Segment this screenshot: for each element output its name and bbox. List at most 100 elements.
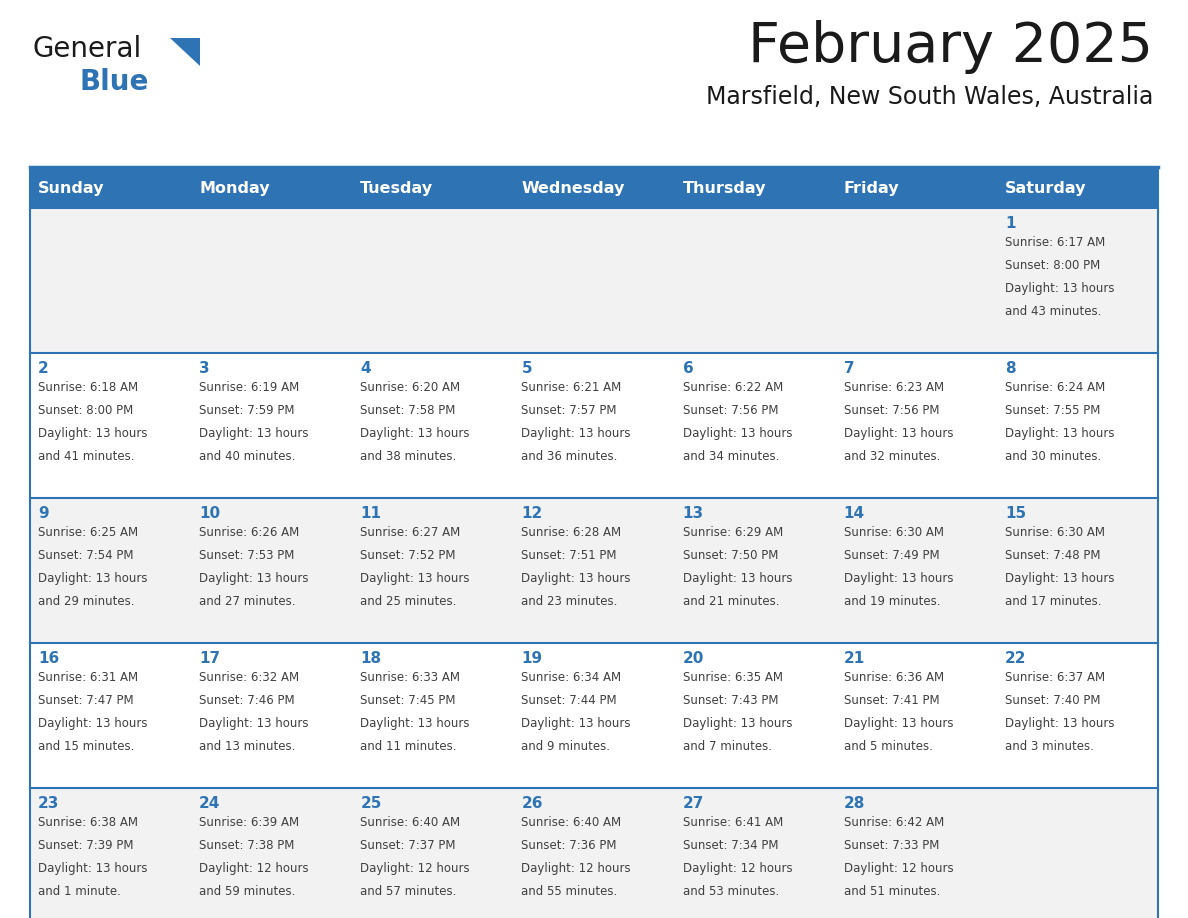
Text: Daylight: 12 hours: Daylight: 12 hours — [683, 862, 792, 875]
Text: Sunrise: 6:29 AM: Sunrise: 6:29 AM — [683, 526, 783, 539]
Text: Sunset: 7:48 PM: Sunset: 7:48 PM — [1005, 549, 1100, 562]
Text: and 11 minutes.: and 11 minutes. — [360, 740, 456, 753]
Text: 12: 12 — [522, 506, 543, 521]
Text: Sunrise: 6:21 AM: Sunrise: 6:21 AM — [522, 381, 621, 394]
Bar — [30, 170, 1158, 208]
Text: Sunset: 7:51 PM: Sunset: 7:51 PM — [522, 549, 617, 562]
Text: and 19 minutes.: and 19 minutes. — [843, 595, 940, 608]
Text: Sunset: 7:45 PM: Sunset: 7:45 PM — [360, 694, 456, 707]
Text: Sunset: 7:38 PM: Sunset: 7:38 PM — [200, 839, 295, 852]
Text: Sunset: 8:00 PM: Sunset: 8:00 PM — [1005, 259, 1100, 272]
Text: Sunset: 7:39 PM: Sunset: 7:39 PM — [38, 839, 133, 852]
Text: 9: 9 — [38, 506, 49, 521]
Text: Sunrise: 6:24 AM: Sunrise: 6:24 AM — [1005, 381, 1105, 394]
Bar — [30, 353, 1158, 498]
Text: 26: 26 — [522, 796, 543, 811]
Text: and 55 minutes.: and 55 minutes. — [522, 885, 618, 898]
Text: February 2025: February 2025 — [748, 20, 1154, 74]
Text: and 27 minutes.: and 27 minutes. — [200, 595, 296, 608]
Text: and 5 minutes.: and 5 minutes. — [843, 740, 933, 753]
Text: 1: 1 — [1005, 216, 1016, 231]
Text: Sunrise: 6:36 AM: Sunrise: 6:36 AM — [843, 671, 943, 684]
Text: and 7 minutes.: and 7 minutes. — [683, 740, 771, 753]
Text: Sunset: 7:34 PM: Sunset: 7:34 PM — [683, 839, 778, 852]
Text: and 30 minutes.: and 30 minutes. — [1005, 450, 1101, 463]
Text: Sunset: 7:44 PM: Sunset: 7:44 PM — [522, 694, 617, 707]
Text: Sunset: 7:56 PM: Sunset: 7:56 PM — [683, 404, 778, 417]
Text: Sunrise: 6:37 AM: Sunrise: 6:37 AM — [1005, 671, 1105, 684]
Text: Sunrise: 6:20 AM: Sunrise: 6:20 AM — [360, 381, 461, 394]
Text: Sunset: 7:58 PM: Sunset: 7:58 PM — [360, 404, 456, 417]
Text: Tuesday: Tuesday — [360, 182, 434, 196]
Text: Sunrise: 6:34 AM: Sunrise: 6:34 AM — [522, 671, 621, 684]
Text: Sunset: 7:54 PM: Sunset: 7:54 PM — [38, 549, 133, 562]
Text: 21: 21 — [843, 651, 865, 666]
Text: and 53 minutes.: and 53 minutes. — [683, 885, 779, 898]
Text: Sunrise: 6:32 AM: Sunrise: 6:32 AM — [200, 671, 299, 684]
Text: 20: 20 — [683, 651, 704, 666]
Text: Sunset: 7:56 PM: Sunset: 7:56 PM — [843, 404, 940, 417]
Text: Daylight: 12 hours: Daylight: 12 hours — [843, 862, 953, 875]
Bar — [30, 208, 1158, 353]
Text: Thursday: Thursday — [683, 182, 766, 196]
Bar — [30, 643, 1158, 788]
Text: Daylight: 13 hours: Daylight: 13 hours — [683, 427, 792, 440]
Text: Sunset: 7:52 PM: Sunset: 7:52 PM — [360, 549, 456, 562]
Text: Sunrise: 6:30 AM: Sunrise: 6:30 AM — [843, 526, 943, 539]
Text: Sunrise: 6:33 AM: Sunrise: 6:33 AM — [360, 671, 460, 684]
Text: Daylight: 13 hours: Daylight: 13 hours — [522, 572, 631, 585]
Text: 16: 16 — [38, 651, 59, 666]
Text: 3: 3 — [200, 361, 210, 376]
Text: Sunrise: 6:17 AM: Sunrise: 6:17 AM — [1005, 236, 1105, 249]
Text: Daylight: 13 hours: Daylight: 13 hours — [38, 862, 147, 875]
Text: Friday: Friday — [843, 182, 899, 196]
Text: Sunset: 7:46 PM: Sunset: 7:46 PM — [200, 694, 295, 707]
Text: Sunset: 7:59 PM: Sunset: 7:59 PM — [200, 404, 295, 417]
Text: Sunrise: 6:28 AM: Sunrise: 6:28 AM — [522, 526, 621, 539]
Text: Monday: Monday — [200, 182, 270, 196]
Text: Sunrise: 6:18 AM: Sunrise: 6:18 AM — [38, 381, 138, 394]
Text: Sunrise: 6:26 AM: Sunrise: 6:26 AM — [200, 526, 299, 539]
Text: Sunset: 7:41 PM: Sunset: 7:41 PM — [843, 694, 940, 707]
Text: and 29 minutes.: and 29 minutes. — [38, 595, 134, 608]
Text: 14: 14 — [843, 506, 865, 521]
Text: 27: 27 — [683, 796, 704, 811]
Text: Sunset: 7:53 PM: Sunset: 7:53 PM — [200, 549, 295, 562]
Text: Sunset: 7:36 PM: Sunset: 7:36 PM — [522, 839, 617, 852]
Text: Sunrise: 6:31 AM: Sunrise: 6:31 AM — [38, 671, 138, 684]
Polygon shape — [170, 38, 200, 66]
Text: and 43 minutes.: and 43 minutes. — [1005, 305, 1101, 318]
Text: 28: 28 — [843, 796, 865, 811]
Text: and 1 minute.: and 1 minute. — [38, 885, 121, 898]
Text: 2: 2 — [38, 361, 49, 376]
Text: Daylight: 13 hours: Daylight: 13 hours — [360, 717, 469, 730]
Text: and 41 minutes.: and 41 minutes. — [38, 450, 134, 463]
Text: Sunrise: 6:27 AM: Sunrise: 6:27 AM — [360, 526, 461, 539]
Text: and 21 minutes.: and 21 minutes. — [683, 595, 779, 608]
Text: 8: 8 — [1005, 361, 1016, 376]
Text: Sunday: Sunday — [38, 182, 105, 196]
Text: and 40 minutes.: and 40 minutes. — [200, 450, 296, 463]
Text: Sunset: 7:47 PM: Sunset: 7:47 PM — [38, 694, 133, 707]
Text: and 9 minutes.: and 9 minutes. — [522, 740, 611, 753]
Text: Sunrise: 6:41 AM: Sunrise: 6:41 AM — [683, 816, 783, 829]
Text: and 23 minutes.: and 23 minutes. — [522, 595, 618, 608]
Text: Daylight: 12 hours: Daylight: 12 hours — [360, 862, 470, 875]
Text: 24: 24 — [200, 796, 221, 811]
Text: and 57 minutes.: and 57 minutes. — [360, 885, 456, 898]
Text: and 59 minutes.: and 59 minutes. — [200, 885, 296, 898]
Text: Sunset: 7:33 PM: Sunset: 7:33 PM — [843, 839, 939, 852]
Text: 7: 7 — [843, 361, 854, 376]
Text: Sunset: 7:40 PM: Sunset: 7:40 PM — [1005, 694, 1100, 707]
Text: 19: 19 — [522, 651, 543, 666]
Text: Sunrise: 6:38 AM: Sunrise: 6:38 AM — [38, 816, 138, 829]
Text: Daylight: 13 hours: Daylight: 13 hours — [683, 572, 792, 585]
Text: Sunset: 7:57 PM: Sunset: 7:57 PM — [522, 404, 617, 417]
Text: 23: 23 — [38, 796, 59, 811]
Text: Sunrise: 6:22 AM: Sunrise: 6:22 AM — [683, 381, 783, 394]
Text: Blue: Blue — [80, 68, 150, 96]
Text: Sunset: 8:00 PM: Sunset: 8:00 PM — [38, 404, 133, 417]
Bar — [30, 498, 1158, 643]
Text: Daylight: 13 hours: Daylight: 13 hours — [1005, 717, 1114, 730]
Text: Sunrise: 6:30 AM: Sunrise: 6:30 AM — [1005, 526, 1105, 539]
